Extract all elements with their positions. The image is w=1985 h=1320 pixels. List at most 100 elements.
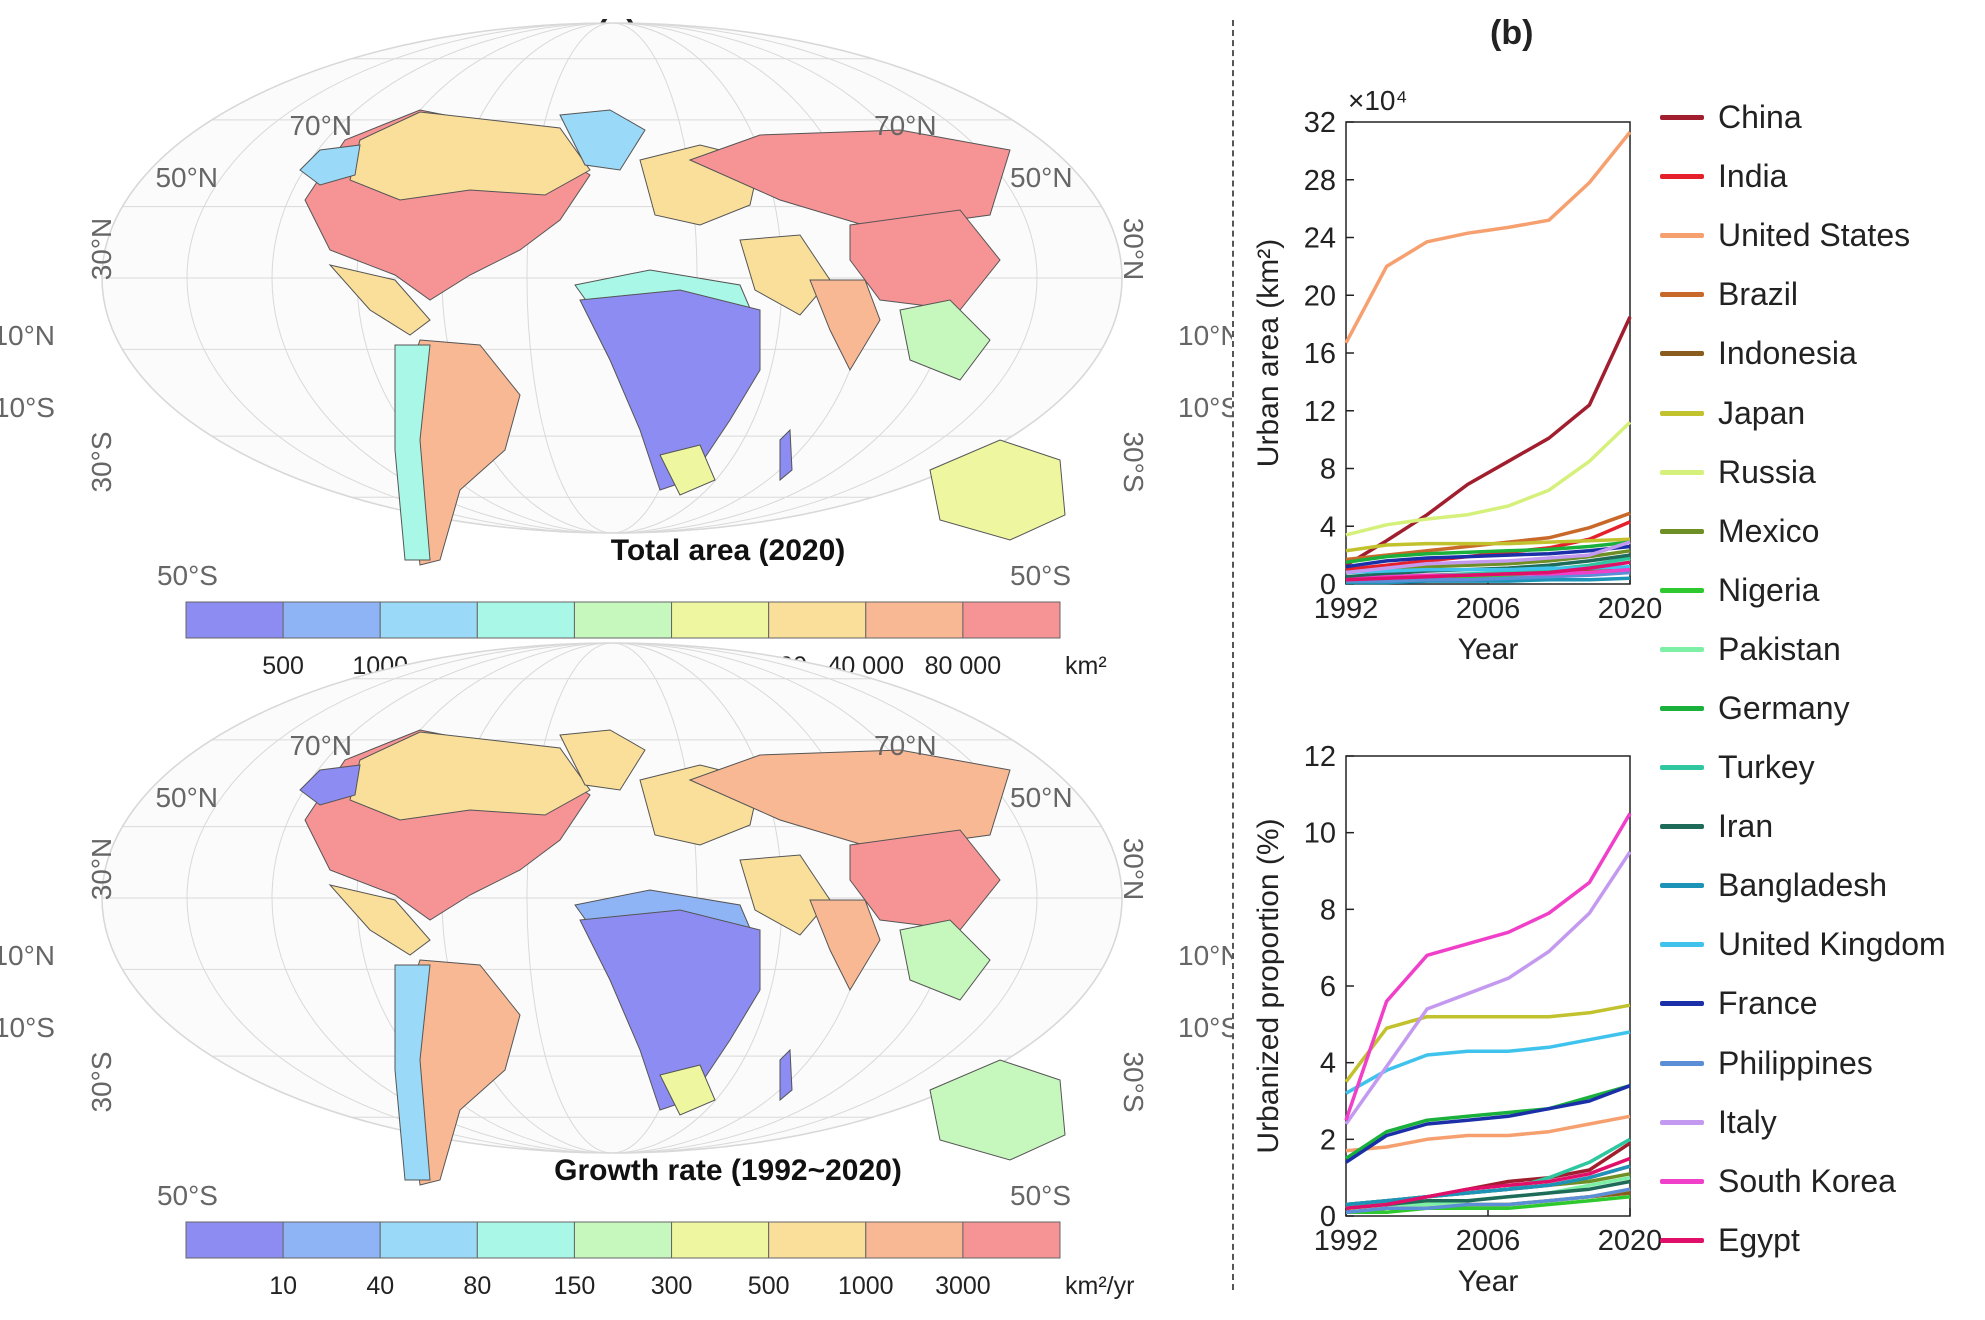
y-tick-label: 16: [1304, 338, 1336, 370]
colorbar-segment: [768, 601, 867, 639]
legend-swatch: [1660, 646, 1704, 652]
legend-label: Iran: [1718, 808, 1774, 845]
india-region: [809, 279, 881, 372]
legend-item: Japan: [1660, 383, 1980, 442]
colorbar-segment: [476, 1221, 575, 1259]
latitude-label-left: 30°S: [86, 1051, 117, 1112]
plot-frame: [1345, 121, 1631, 585]
colorbar-segment: [476, 601, 575, 639]
colorbar-tick-label: 10: [269, 1272, 297, 1300]
colorbar-segment: [379, 1221, 478, 1259]
legend-item: Nigeria: [1660, 561, 1980, 620]
latitude-label-right: 10°S: [1178, 392, 1232, 423]
series-line-united-states: [1344, 131, 1632, 344]
y-tick-label: 4: [1320, 511, 1336, 543]
legend-label: France: [1718, 985, 1818, 1022]
legend-label: Italy: [1718, 1103, 1777, 1140]
x-tick-label: 2006: [1456, 1225, 1521, 1257]
latitude-label-left: 10°N: [0, 320, 55, 351]
legend-item: France: [1660, 974, 1980, 1033]
greenland-region: [559, 729, 646, 791]
legend-label: Germany: [1718, 689, 1850, 726]
colorbar-tick-label: 300: [651, 1272, 693, 1300]
latitude-label-right: 50°S: [1010, 560, 1071, 591]
x-tick-label: 2020: [1598, 1225, 1663, 1257]
colorbar-segment: [282, 1221, 381, 1259]
latitude-label-right: 30°N: [1118, 838, 1149, 901]
greenland-region: [559, 109, 646, 171]
latitude-label-right: 10°N: [1178, 320, 1232, 351]
south-america-west-region: [394, 344, 431, 561]
colorbar-segment: [962, 1221, 1061, 1259]
latitude-label-left: 30°N: [86, 838, 117, 901]
latitude-label-right: 30°S: [1118, 431, 1149, 492]
latitude-label-left: 50°S: [157, 1180, 218, 1211]
latitude-label-right: 30°S: [1118, 1051, 1149, 1112]
colorbar-tick-label: 80 000: [925, 652, 1001, 680]
y-tick-label: 10: [1304, 818, 1336, 850]
series-line-italy: [1344, 850, 1632, 1126]
y-tick-label: 4: [1320, 1048, 1336, 1080]
series-line-egypt: [1345, 1156, 1631, 1211]
latitude-label-left: 10°S: [0, 392, 55, 423]
colorbar-segment: [573, 1221, 673, 1259]
y-tick-label: 8: [1320, 894, 1336, 926]
x-tick-label: 2006: [1456, 593, 1521, 625]
x-axis-label: Year: [1458, 1265, 1519, 1298]
alaska-region: [299, 764, 361, 806]
y-tick-label: 6: [1320, 971, 1336, 1003]
australia-region: [929, 439, 1066, 541]
legend-swatch: [1660, 824, 1704, 830]
legend-swatch: [1660, 705, 1704, 711]
canada-north-region: [349, 111, 591, 201]
india-region: [809, 899, 881, 992]
legend-swatch: [1660, 233, 1704, 239]
line-chart-1: 0 4 8 12 16 20 24 28 32 1992 2006 2020 Year Urban are…: [1252, 85, 1662, 666]
series-line-france: [1345, 1084, 1631, 1164]
colorbar-tick-label: 500: [262, 652, 304, 680]
series-line-france: [1345, 544, 1631, 569]
legend-swatch: [1660, 292, 1704, 298]
country-legend: China India United States Brazil Indonesia Ja…: [1660, 88, 1980, 1270]
panel-divider: [1232, 20, 1234, 1290]
legend-swatch: [1660, 469, 1704, 475]
series-group: [1344, 812, 1632, 1214]
series-line-south-korea: [1344, 812, 1632, 1121]
y-multiplier-label: ×10⁴: [1348, 85, 1408, 116]
line-chart-2: 0 2 4 6 8 10 12 1992 2006 2020 Year Urbanized propo…: [1252, 741, 1662, 1298]
legend-item: India: [1660, 147, 1980, 206]
legend-item: Iran: [1660, 797, 1980, 856]
y-tick-label: 0: [1320, 1201, 1336, 1233]
colorbar-tick-label: 80: [463, 1272, 491, 1300]
colorbar-segment: [379, 601, 478, 639]
latitude-label-left: 50°N: [155, 782, 218, 813]
y-tick-label: 12: [1304, 396, 1336, 428]
latitude-label-left: 10°S: [0, 1012, 55, 1043]
latitude-label-right: 70°N: [874, 730, 937, 761]
series-line-germany: [1345, 1084, 1631, 1160]
legend-swatch: [1660, 587, 1704, 593]
legend-label: Egypt: [1718, 1221, 1800, 1258]
latitude-label-left: 70°N: [289, 730, 352, 761]
alaska-region: [299, 144, 361, 186]
legend-label: Japan: [1718, 394, 1806, 431]
land-masses: [299, 109, 1066, 566]
legend-item: Brazil: [1660, 265, 1980, 324]
series-line-united-states: [1345, 1114, 1631, 1153]
series-line-bangladesh: [1345, 1164, 1631, 1207]
x-tick-label: 1992: [1314, 1225, 1379, 1257]
latitude-label-left: 70°N: [289, 110, 352, 141]
colorbar-segment: [573, 601, 673, 639]
legend-item: United States: [1660, 206, 1980, 265]
australia-region: [929, 1059, 1066, 1161]
y-axis-label: Urbanized proportion (%): [1252, 818, 1285, 1153]
legend-label: Philippines: [1718, 1044, 1873, 1081]
latitude-label-left: 30°S: [86, 431, 117, 492]
middle-east-region: [739, 234, 831, 316]
colorbar-segment: [962, 601, 1061, 639]
latitude-label-right: 50°N: [1010, 162, 1073, 193]
latitude-label-right: 30°N: [1118, 218, 1149, 281]
series-line-japan: [1344, 1003, 1631, 1083]
colorbar: 10 40 80 150 300 500 1000 3000 km²/yr: [185, 1221, 1134, 1300]
legend-item: China: [1660, 88, 1980, 147]
